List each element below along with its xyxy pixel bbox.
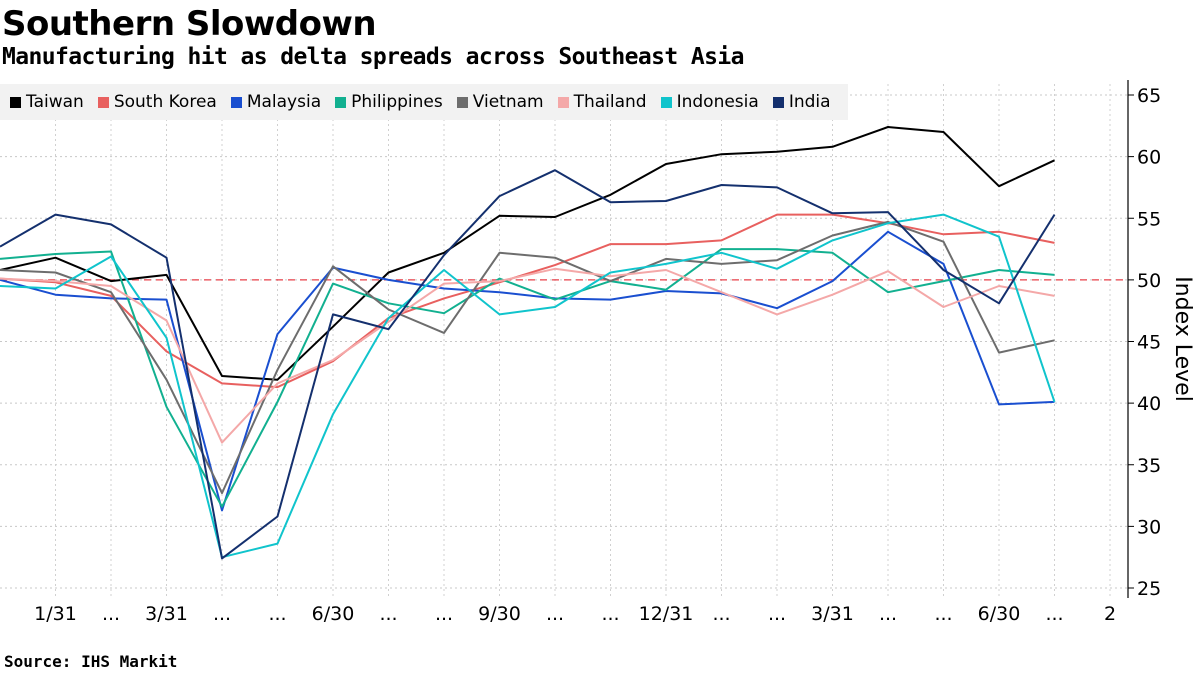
x-tick-label: 3/31 — [811, 603, 854, 625]
x-tick-label: ... — [934, 603, 952, 625]
x-tick-label: 3/31 — [145, 603, 188, 625]
y-tick-label: 55 — [1137, 208, 1161, 230]
y-axis-title: Index Level — [1170, 276, 1195, 402]
legend-swatch — [456, 96, 468, 108]
legend-label: South Korea — [113, 92, 217, 112]
legend-label: Indonesia — [676, 92, 759, 112]
legend-item-taiwan: Taiwan — [10, 92, 84, 112]
x-tick-label: ... — [102, 603, 120, 625]
series-line-indonesia — [0, 213, 1056, 559]
y-tick-label: 45 — [1137, 332, 1161, 354]
y-tick-label: 30 — [1137, 516, 1161, 538]
x-tick-label: ... — [601, 603, 619, 625]
legend-swatch — [772, 96, 784, 108]
legend-swatch — [660, 96, 672, 108]
x-tick-label: 9/30 — [478, 603, 521, 625]
y-tick-label: 50 — [1137, 270, 1161, 292]
series-line-malaysia — [0, 230, 1055, 512]
series-line-thailand — [0, 267, 1055, 444]
legend-label: Thailand — [573, 92, 647, 112]
legend-item-south-korea: South Korea — [97, 92, 217, 112]
x-tick-label: ... — [268, 603, 286, 625]
chart-title: Southern Slowdown — [2, 4, 377, 44]
legend-swatch — [97, 96, 109, 108]
legend-label: Malaysia — [246, 92, 322, 112]
legend-swatch — [10, 96, 21, 108]
series-line-vietnam — [0, 220, 1055, 495]
legend-label: Vietnam — [472, 92, 544, 112]
y-tick-label: 35 — [1137, 455, 1161, 477]
x-tick-label: ... — [1045, 603, 1063, 625]
series-line-south-korea — [0, 213, 1055, 389]
y-tick-label: 25 — [1137, 578, 1161, 600]
x-tick-label: 1/31 — [34, 603, 77, 625]
chart-subtitle: Manufacturing hit as delta spreads acros… — [2, 44, 744, 70]
legend-swatch — [335, 96, 347, 108]
x-tick-label: ... — [379, 603, 397, 625]
legend-item-philippines: Philippines — [335, 92, 443, 112]
series-line-india — [0, 169, 1056, 560]
series-line-taiwan — [0, 126, 1055, 381]
x-tick-label: ... — [879, 603, 897, 625]
x-tick-label: 6/30 — [978, 603, 1021, 625]
legend-item-malaysia: Malaysia — [230, 92, 322, 112]
legend-label: Taiwan — [26, 92, 84, 112]
legend-label: Philippines — [351, 92, 443, 112]
legend-item-indonesia: Indonesia — [660, 92, 759, 112]
chart-legend: Taiwan South Korea Malaysia Philippines Viet… — [0, 84, 848, 120]
legend-item-vietnam: Vietnam — [456, 92, 544, 112]
x-tick-label: 2 — [1104, 603, 1116, 625]
legend-item-thailand: Thailand — [557, 92, 647, 112]
y-tick-label: 65 — [1137, 85, 1161, 107]
legend-swatch — [557, 96, 569, 108]
x-tick-label: ... — [435, 603, 453, 625]
x-tick-label: ... — [768, 603, 786, 625]
legend-label: India — [788, 92, 831, 112]
y-tick-label: 40 — [1137, 393, 1161, 415]
x-tick-label: ... — [546, 603, 564, 625]
y-tick-label: 60 — [1137, 147, 1161, 169]
x-tick-label: ... — [213, 603, 231, 625]
legend-item-india: India — [772, 92, 831, 112]
x-tick-label: 12/31 — [639, 603, 694, 625]
legend-swatch — [230, 96, 242, 108]
series-line-philippines — [0, 248, 1055, 508]
source-note: Source: IHS Markit — [4, 652, 178, 671]
x-tick-label: 6/30 — [312, 603, 355, 625]
x-tick-label: ... — [712, 603, 730, 625]
